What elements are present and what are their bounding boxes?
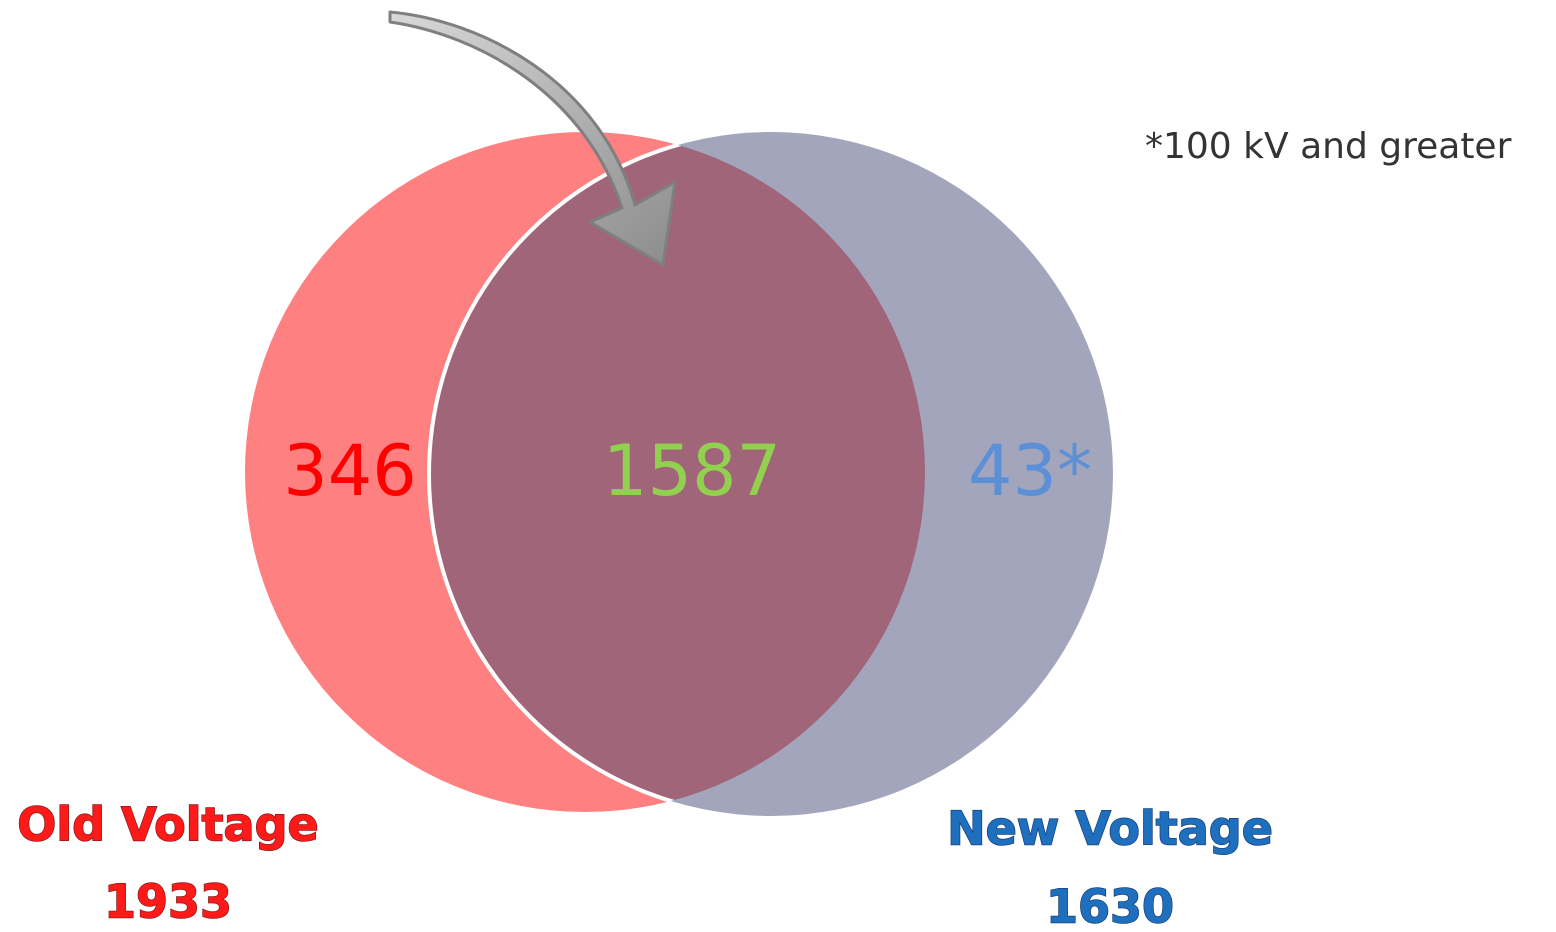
old-only-count: 346	[283, 430, 417, 512]
overlap-edge	[427, 132, 925, 812]
old-voltage-label: Old Voltage	[17, 798, 318, 852]
footnote: *100 kV and greater	[1145, 126, 1512, 167]
arrow	[388, 10, 677, 267]
new-only-count: 43*	[968, 430, 1092, 512]
old-voltage-total: 1933	[104, 875, 232, 929]
overlap-region	[429, 132, 925, 812]
new-voltage-total: 1630	[1046, 880, 1174, 932]
both-count: 1587	[603, 430, 781, 512]
new-voltage-label: New Voltage	[947, 802, 1273, 856]
